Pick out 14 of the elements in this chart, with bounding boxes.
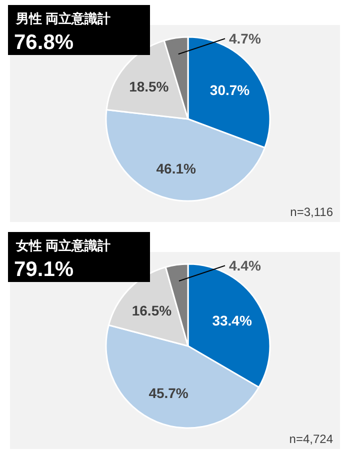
text: n=4,724 [289, 432, 334, 446]
chart-subtitle: 79.1% [14, 258, 74, 281]
data-label: 45.7% [148, 384, 189, 401]
data-label: 4.7% [229, 30, 262, 47]
chart-title: 女性 両立意識計 [15, 238, 111, 253]
data-label: 30.7% [210, 82, 250, 98]
data-label: 18.5% [129, 78, 170, 94]
text: n=3,116 [290, 205, 334, 219]
chart-subtitle: 76.8% [14, 31, 74, 54]
data-label: 4.4% [229, 258, 262, 274]
data-label: 16.5% [132, 302, 172, 318]
data-label: 33.4% [212, 312, 252, 329]
chart-title: 男性 両立意識計 [15, 11, 111, 26]
data-label: 46.1% [156, 160, 197, 176]
